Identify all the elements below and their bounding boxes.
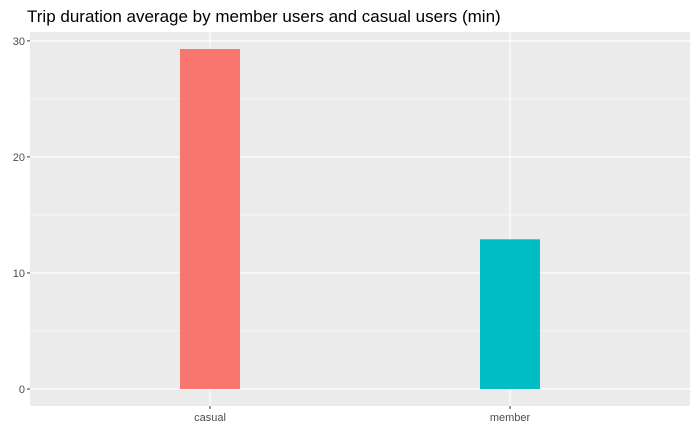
y-tick-label: 10 [13, 268, 25, 280]
y-tick-label: 30 [13, 36, 25, 48]
chart-title: Trip duration average by member users an… [27, 7, 501, 26]
bar-casual [180, 49, 240, 389]
y-tick-label: 0 [19, 384, 25, 396]
bar-member [480, 239, 540, 389]
x-tick-label: casual [194, 412, 226, 424]
panel-background [30, 32, 690, 406]
y-tick-label: 20 [13, 152, 25, 164]
x-tick-label: member [490, 412, 531, 424]
